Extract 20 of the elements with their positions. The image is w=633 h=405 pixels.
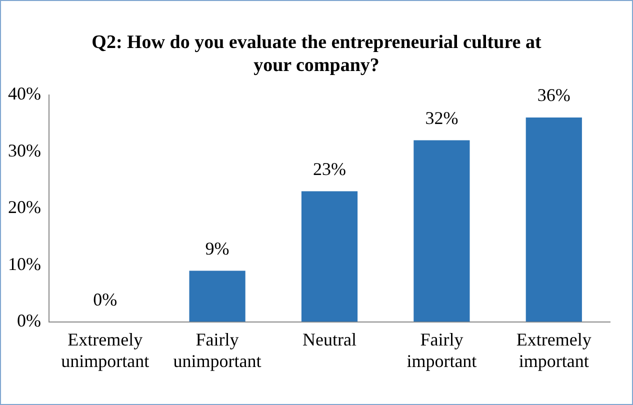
data-label: 32% [425, 108, 458, 128]
y-tick-label: 20% [8, 197, 41, 218]
data-label: 36% [537, 85, 570, 106]
bar [414, 140, 470, 322]
x-tick-label: Fairly unimportant [173, 329, 262, 371]
y-tick-label: 0% [16, 310, 41, 331]
bar [189, 270, 246, 322]
x-tick-label: Extremely important [516, 329, 592, 371]
chart-title: Q2: How do you evaluate the entrepreneurial culture at your company? [90, 31, 542, 77]
y-tick-label: 10% [8, 254, 41, 274]
x-tick-label: Neutral [302, 329, 356, 350]
data-label: 23% [312, 159, 346, 180]
bar [526, 118, 582, 322]
data-label: 9% [205, 238, 230, 258]
y-tick-label: 40% [8, 84, 41, 104]
y-tick-label: 30% [8, 140, 41, 160]
x-tick-label: Extremely unimportant [61, 329, 150, 371]
x-tick-label: Fairly important [406, 329, 477, 371]
bar [301, 191, 358, 322]
data-label: 0% [93, 290, 118, 310]
